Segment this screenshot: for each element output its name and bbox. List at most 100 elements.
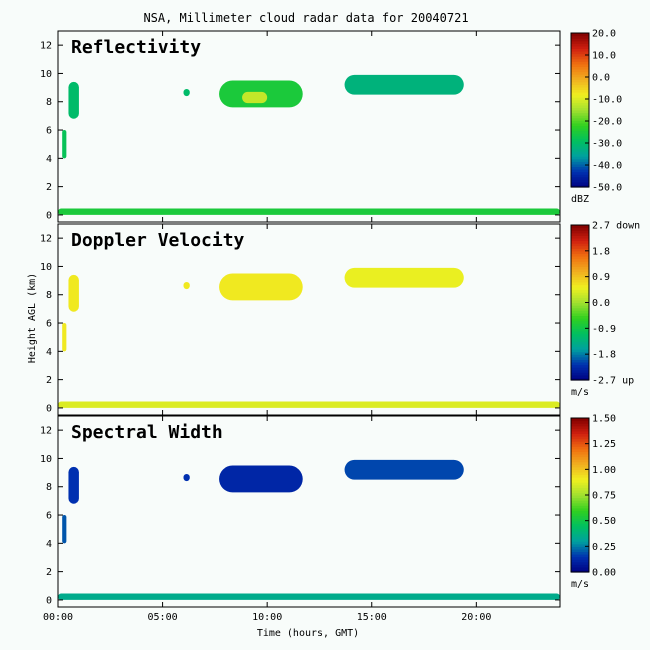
colorbar-tick-label: 0.25 <box>592 542 616 553</box>
colorbar-segment <box>571 292 589 296</box>
colorbar-segment <box>571 435 589 440</box>
colorbar-segment <box>571 500 589 504</box>
colorbar-segment <box>571 287 589 291</box>
colorbar-segment <box>571 50 589 55</box>
colorbar-segment <box>571 525 589 529</box>
colorbar-segment <box>571 68 589 73</box>
colorbar-segment <box>571 250 589 255</box>
panel-2: 0 2 4 6 8 10 12 Doppler Velocity 2.7 down 1.8 0.9 0… <box>40 221 640 416</box>
colorbar-segment <box>571 441 589 445</box>
colorbar-segment <box>571 566 589 571</box>
y-tick-label: 10 <box>40 69 52 80</box>
echo-region <box>62 130 67 159</box>
colorbar-segment <box>571 502 589 506</box>
x-tick-label: 10:00 <box>252 612 282 623</box>
y-tick-label: 8 <box>46 97 52 108</box>
colorbar-tick-label: -2.7 up <box>592 376 634 387</box>
panel-3: 0 2 4 6 8 10 12 00:00 05:00 10:00 15:00 20:00 Spectr… <box>40 414 616 624</box>
x-tick-label: 00:00 <box>43 612 73 623</box>
colorbar-tick-label: 0.50 <box>592 516 616 527</box>
colorbar-segment <box>571 76 589 80</box>
colorbar-segment <box>571 372 589 376</box>
y-tick-label: 0 <box>46 210 52 221</box>
colorbar-tick-label: 20.0 <box>592 29 616 40</box>
colorbar-segment <box>571 484 589 488</box>
panel-frame <box>57 30 561 223</box>
colorbar-segment <box>571 518 589 522</box>
colorbar-segment <box>571 343 589 348</box>
colorbar-segment <box>571 325 589 329</box>
colorbar-segment <box>571 261 589 265</box>
colorbar-segment <box>571 184 589 188</box>
colorbar-segment <box>571 171 589 175</box>
y-axis-label: Height AGL (km) <box>27 273 38 363</box>
colorbar-segment <box>571 530 589 535</box>
echo-region <box>344 267 464 288</box>
echo-region <box>219 273 303 301</box>
colorbar-segment <box>571 451 589 455</box>
colorbar-segment <box>571 135 589 139</box>
colorbar-segment <box>571 174 589 178</box>
colorbar-segment <box>571 63 589 67</box>
colorbar-segment <box>571 497 589 501</box>
colorbar-segment <box>571 117 589 121</box>
colorbar-segment <box>571 158 589 162</box>
colorbar-segment <box>571 294 589 298</box>
colorbar-segment <box>571 225 589 229</box>
x-tick-label: 15:00 <box>357 612 387 623</box>
colorbar-segment <box>571 456 589 460</box>
colorbar-segment <box>571 523 589 527</box>
x-tick-label: 20:00 <box>461 612 491 623</box>
colorbar-segment <box>571 528 589 532</box>
colorbar-segment <box>571 328 589 332</box>
colorbar-segment <box>571 122 589 126</box>
colorbar-segment <box>571 323 589 327</box>
echo-region <box>344 74 464 95</box>
echo-region <box>242 91 268 104</box>
colorbar-segment <box>571 120 589 124</box>
colorbar-segment <box>571 438 589 442</box>
colorbar-segment <box>571 74 589 78</box>
colorbar-segment <box>571 443 589 447</box>
y-tick-label: 8 <box>46 290 52 301</box>
colorbar-segment <box>571 110 589 114</box>
colorbar-segment <box>571 479 589 483</box>
colorbar-segment <box>571 495 589 499</box>
colorbar-segment <box>571 418 589 422</box>
colorbar-segment <box>571 346 589 350</box>
y-tick-label: 2 <box>46 182 52 193</box>
colorbar-segment <box>571 38 589 42</box>
colorbar-segment <box>571 299 589 304</box>
colorbar-segment <box>571 482 589 486</box>
colorbar-segment <box>571 354 589 358</box>
colorbar-segment <box>571 227 589 231</box>
colorbar-segment <box>571 284 589 288</box>
colorbar-segment <box>571 471 589 476</box>
colorbar-segment <box>571 510 589 514</box>
colorbar-segment <box>571 43 589 47</box>
colorbar-segment <box>571 151 589 155</box>
colorbar-segment <box>571 179 589 183</box>
colorbar-segment <box>571 505 589 509</box>
chart-title: NSA, Millimeter cloud radar data for 200… <box>143 11 468 25</box>
y-tick-label: 10 <box>40 262 52 273</box>
colorbar-segment <box>571 374 589 379</box>
colorbar-segment <box>571 507 589 511</box>
colorbar-segment <box>571 279 589 283</box>
colorbar-segment <box>571 289 589 293</box>
colorbar-segment <box>571 248 589 252</box>
panel-frame <box>57 223 561 416</box>
colorbar-segment <box>571 564 589 568</box>
y-tick-label: 0 <box>46 403 52 414</box>
colorbar-segment <box>571 512 589 517</box>
colorbar-tick-label: 0.00 <box>592 568 616 579</box>
y-tick-label: 2 <box>46 567 52 578</box>
colorbar-segment <box>571 546 589 550</box>
colorbar-segment <box>571 297 589 301</box>
colorbar-segment <box>571 559 589 563</box>
colorbar-segment <box>571 94 589 98</box>
colorbar-segment <box>571 487 589 491</box>
colorbar-segment <box>571 543 589 547</box>
colorbar-segment <box>571 359 589 363</box>
